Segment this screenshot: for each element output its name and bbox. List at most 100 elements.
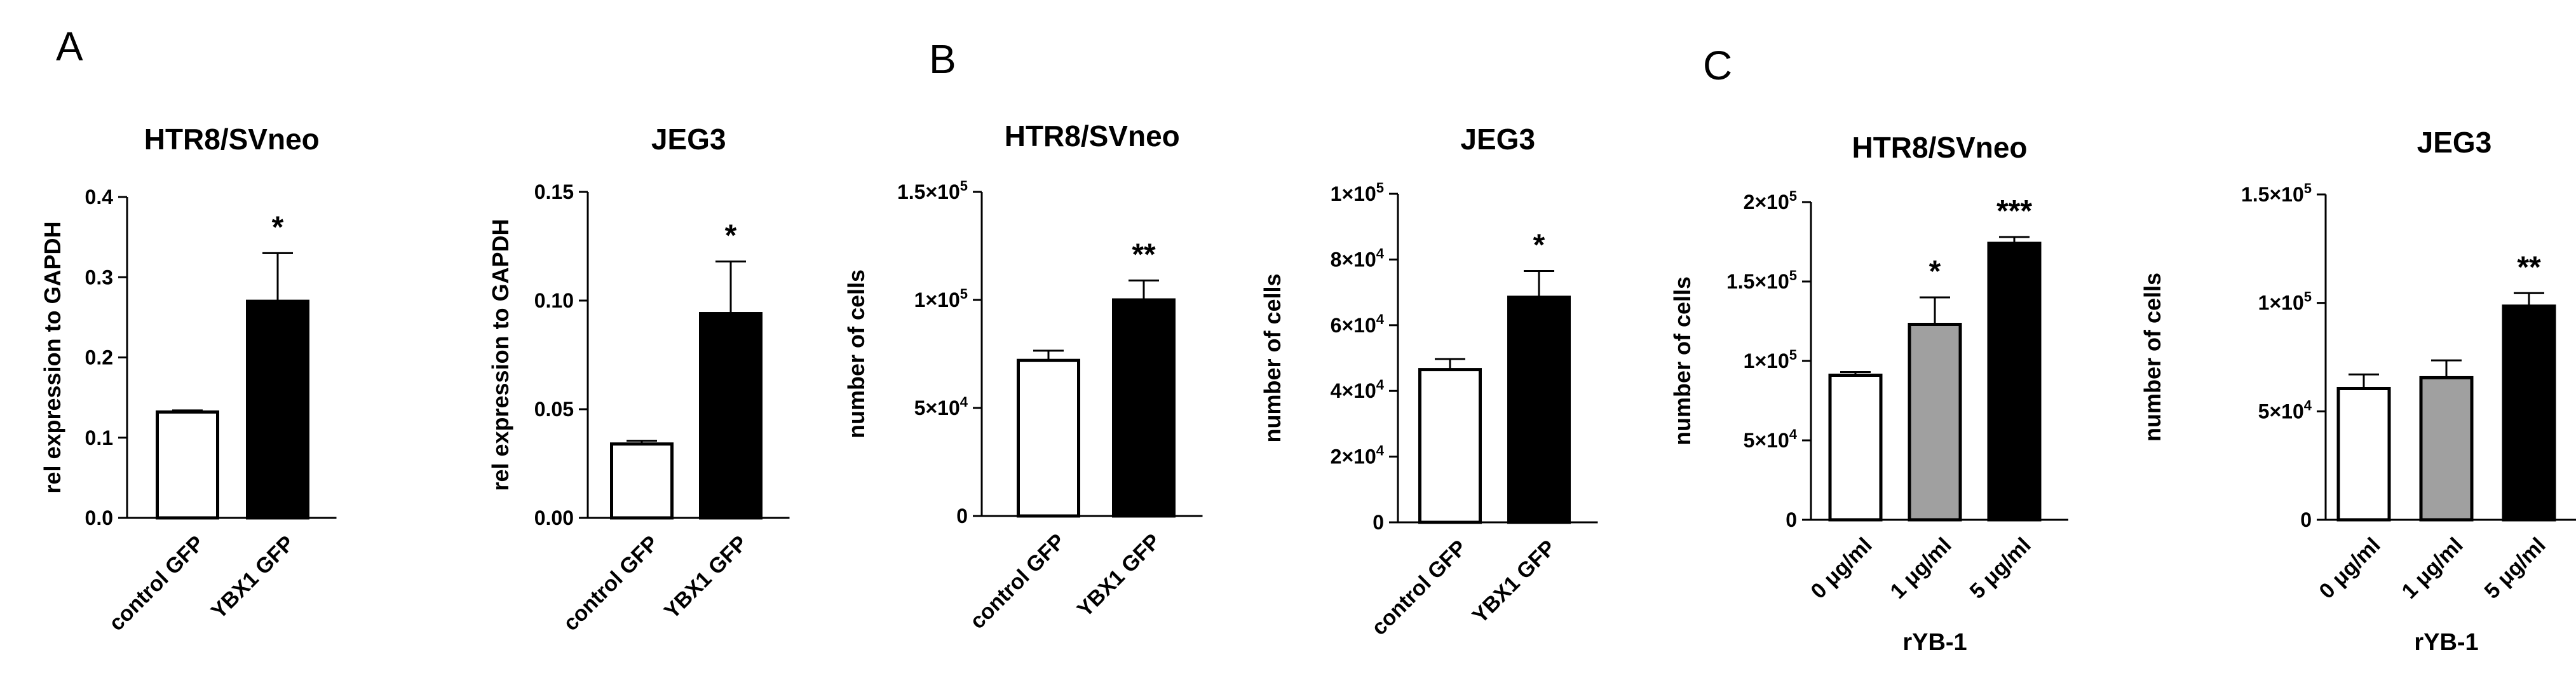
y-axis-label: rel expression to GAPDH bbox=[39, 221, 65, 493]
bar bbox=[1112, 298, 1176, 518]
x-tick-label: YBX1 GFP bbox=[660, 531, 752, 624]
y-tick-label: 5×104 bbox=[914, 394, 968, 419]
y-tick-label: 0.4 bbox=[85, 186, 114, 208]
y-tick-label: 5×104 bbox=[1744, 426, 1798, 452]
significance-marker: ** bbox=[1132, 238, 1156, 271]
y-tick-label: 1.5×105 bbox=[2241, 180, 2312, 206]
significance-marker: * bbox=[1533, 228, 1545, 262]
x-tick-label: 5 μg/ml bbox=[2480, 533, 2551, 604]
error-bar bbox=[715, 260, 746, 314]
y-tick-label: 1×105 bbox=[1331, 180, 1384, 205]
error-bar bbox=[1840, 371, 1871, 376]
x-tick-label: control GFP bbox=[1367, 536, 1471, 640]
y-axis-label: number of cells bbox=[843, 269, 869, 438]
error-bar bbox=[1999, 236, 2030, 243]
x-tick-label: 0 μg/ml bbox=[1807, 533, 1877, 604]
chart-title: HTR8/SVneo bbox=[1852, 131, 2027, 164]
bar bbox=[2336, 386, 2391, 522]
error-bar bbox=[1435, 358, 1465, 370]
chart-title: HTR8/SVneo bbox=[144, 123, 320, 156]
y-tick-label: 0.3 bbox=[85, 266, 113, 288]
error-bar bbox=[2431, 359, 2462, 378]
y-tick-label: 0 bbox=[1373, 511, 1384, 534]
y-tick-label: 0.1 bbox=[85, 426, 113, 449]
bar bbox=[1828, 374, 1883, 522]
error-bar bbox=[1033, 349, 1064, 361]
error-bar bbox=[1129, 279, 1159, 300]
bar bbox=[246, 299, 309, 520]
chart-1: HTR8/SVneo 0.0 0.1 0.2 0.3 0.4 rel expression … bbox=[39, 123, 337, 635]
bar bbox=[1017, 358, 1080, 518]
chart-title: JEG3 bbox=[651, 123, 726, 156]
y-tick-label: 0.05 bbox=[534, 398, 574, 421]
chart-6: JEG3 0 5×104 1×105 1.5×105 number of cells 0 μ… bbox=[2139, 126, 2576, 656]
y-tick-label: 2×105 bbox=[1744, 188, 1797, 214]
chart-title: HTR8/SVneo bbox=[1005, 119, 1180, 153]
error-bar bbox=[1920, 296, 1950, 325]
y-tick-label: 1×105 bbox=[2258, 289, 2312, 315]
panel-letter-c: C bbox=[1703, 43, 1732, 88]
y-tick-label: 0.00 bbox=[534, 506, 574, 529]
error-bar bbox=[627, 440, 657, 444]
y-tick-label: 1×105 bbox=[914, 286, 968, 311]
x-tick-label: 1 μg/ml bbox=[1886, 533, 1956, 604]
x-tick-label: 1 μg/ml bbox=[2397, 533, 2468, 604]
y-tick-label: 5×104 bbox=[2258, 397, 2312, 423]
error-bar bbox=[2349, 373, 2379, 389]
significance-marker: * bbox=[725, 219, 737, 252]
y-tick-label: 4×104 bbox=[1331, 377, 1385, 402]
panel-letter-a: A bbox=[56, 24, 83, 69]
x-tick-label: YBX1 GFP bbox=[1468, 536, 1561, 628]
x-tick-label: control GFP bbox=[559, 531, 663, 635]
chart-title: JEG3 bbox=[2417, 126, 2492, 159]
significance-marker: *** bbox=[1996, 194, 2032, 228]
y-tick-label: 8×104 bbox=[1331, 245, 1385, 271]
bar bbox=[1507, 295, 1571, 524]
y-tick-label: 0.2 bbox=[85, 346, 113, 369]
x-tick-label: control GFP bbox=[104, 531, 208, 635]
significance-marker: * bbox=[272, 210, 284, 244]
error-bar bbox=[172, 409, 203, 412]
y-tick-label: 0 bbox=[956, 505, 968, 527]
panel-letter-b: B bbox=[929, 36, 956, 82]
bar bbox=[2502, 304, 2556, 522]
x-axis-label: rYB-1 bbox=[1902, 629, 1967, 656]
x-tick-label: YBX1 GFP bbox=[207, 531, 299, 624]
bar bbox=[1908, 323, 1962, 522]
y-tick-label: 0.15 bbox=[534, 180, 574, 203]
chart-4: JEG3 0 2×104 4×104 6×104 8×104 1×105 number of … bbox=[1259, 123, 1598, 640]
y-axis-label: rel expression to GAPDH bbox=[487, 219, 513, 491]
y-axis-label: number of cells bbox=[2139, 273, 2166, 442]
y-tick-label: 0.0 bbox=[85, 506, 113, 529]
y-tick-label: 1.5×105 bbox=[897, 178, 968, 203]
bar bbox=[2419, 376, 2474, 522]
chart-title: JEG3 bbox=[1460, 123, 1535, 156]
x-axis-label: rYB-1 bbox=[2414, 629, 2478, 656]
y-tick-label: 1×105 bbox=[1744, 347, 1797, 372]
error-bar bbox=[1524, 269, 1554, 297]
significance-marker: * bbox=[1929, 255, 1941, 288]
bar bbox=[1987, 241, 2042, 522]
bar bbox=[610, 442, 674, 520]
bar bbox=[1418, 368, 1482, 524]
chart-5: HTR8/SVneo 0 5×104 1×105 1.5×105 2×105 number … bbox=[1669, 131, 2068, 656]
y-axis-label: number of cells bbox=[1259, 273, 1285, 442]
x-tick-label: 0 μg/ml bbox=[2315, 533, 2385, 604]
x-tick-label: 5 μg/ml bbox=[1965, 533, 2036, 604]
chart-2: JEG3 0.00 0.05 0.10 0.15 rel expression to GA… bbox=[487, 123, 790, 635]
error-bar bbox=[262, 252, 293, 302]
bar bbox=[156, 410, 219, 520]
y-tick-label: 6×104 bbox=[1331, 311, 1385, 337]
x-tick-label: control GFP bbox=[965, 529, 1069, 634]
error-bar bbox=[2514, 292, 2544, 306]
bar bbox=[699, 312, 763, 520]
y-tick-label: 0.10 bbox=[534, 289, 574, 312]
y-tick-label: 0 bbox=[2300, 508, 2312, 531]
chart-3: HTR8/SVneo 0 5×104 1×105 1.5×105 number of ce… bbox=[843, 119, 1203, 634]
significance-marker: ** bbox=[2517, 250, 2541, 284]
y-tick-label: 2×104 bbox=[1331, 443, 1385, 468]
y-axis-label: number of cells bbox=[1669, 276, 1695, 445]
y-tick-label: 0 bbox=[1786, 508, 1797, 531]
y-tick-label: 1.5×105 bbox=[1726, 268, 1797, 293]
